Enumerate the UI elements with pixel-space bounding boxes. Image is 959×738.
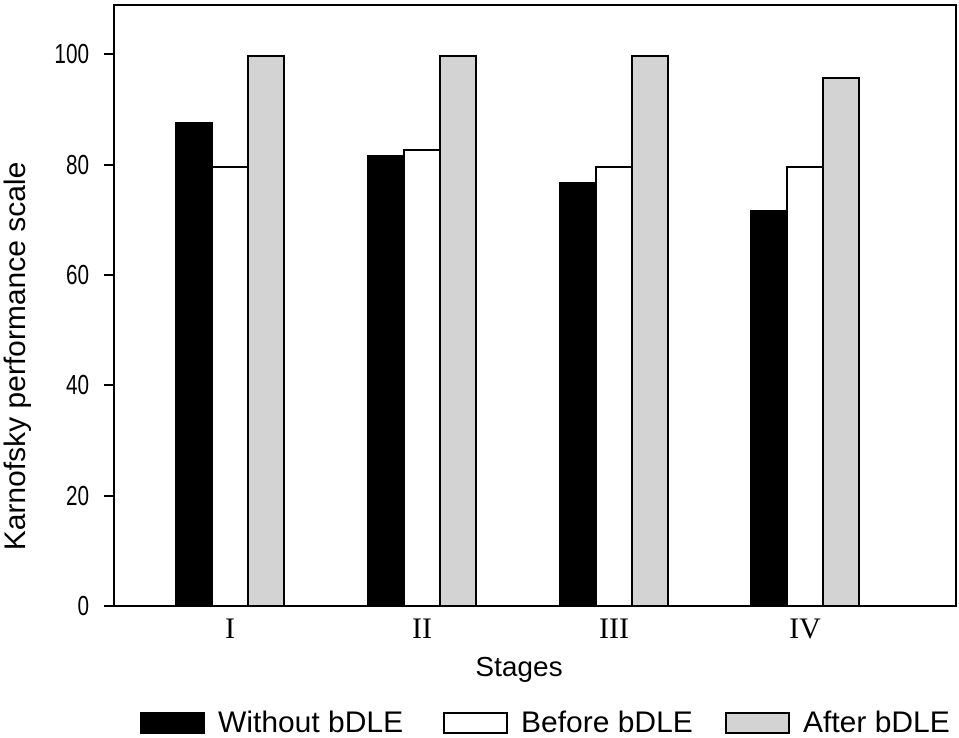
y-tick-mark-80 [104,164,114,166]
y-tick-mark-20 [104,495,114,497]
bar-before-bdle-stage-iii [595,166,633,607]
y-tick-label-100: 100 [54,38,89,69]
bar-before-bdle-stage-iv [786,166,824,607]
x-tick-label-stage-iii: III [599,612,629,645]
legend-label-without-bdle: Without bDLE [218,706,404,738]
x-tick-label-stage-i: I [225,612,235,645]
bar-without-bdle-stage-ii [367,155,405,607]
y-tick-mark-60 [104,274,114,276]
x-tick-label-stage-ii: II [412,612,432,645]
legend-swatch-after-bdle [725,712,790,734]
bar-without-bdle-stage-iii [559,182,597,607]
bar-without-bdle-stage-iv [750,210,788,607]
bar-after-bdle-stage-ii [439,55,477,607]
legend-swatch-before-bdle [443,712,508,734]
bar-before-bdle-stage-ii [403,149,441,607]
y-tick-label-40: 40 [65,369,89,400]
y-tick-mark-40 [104,384,114,386]
bar-after-bdle-stage-iv [822,77,860,607]
legend-swatch-without-bdle [140,712,205,734]
x-axis-title: Stages [475,651,563,682]
x-tick-label-stage-iv: IV [789,612,821,645]
legend-label-after-bdle: After bDLE [803,706,950,738]
y-tick-label-60: 60 [65,259,89,290]
y-tick-label-0: 0 [77,590,89,621]
bar-before-bdle-stage-i [211,166,249,607]
y-tick-mark-100 [104,53,114,55]
y-tick-mark-0 [104,605,114,607]
y-tick-label-80: 80 [65,149,89,180]
legend-label-before-bdle: Before bDLE [521,706,693,738]
bar-after-bdle-stage-iii [631,55,669,607]
y-tick-label-20: 20 [65,480,89,511]
bar-without-bdle-stage-i [175,122,213,607]
bar-after-bdle-stage-i [247,55,285,607]
